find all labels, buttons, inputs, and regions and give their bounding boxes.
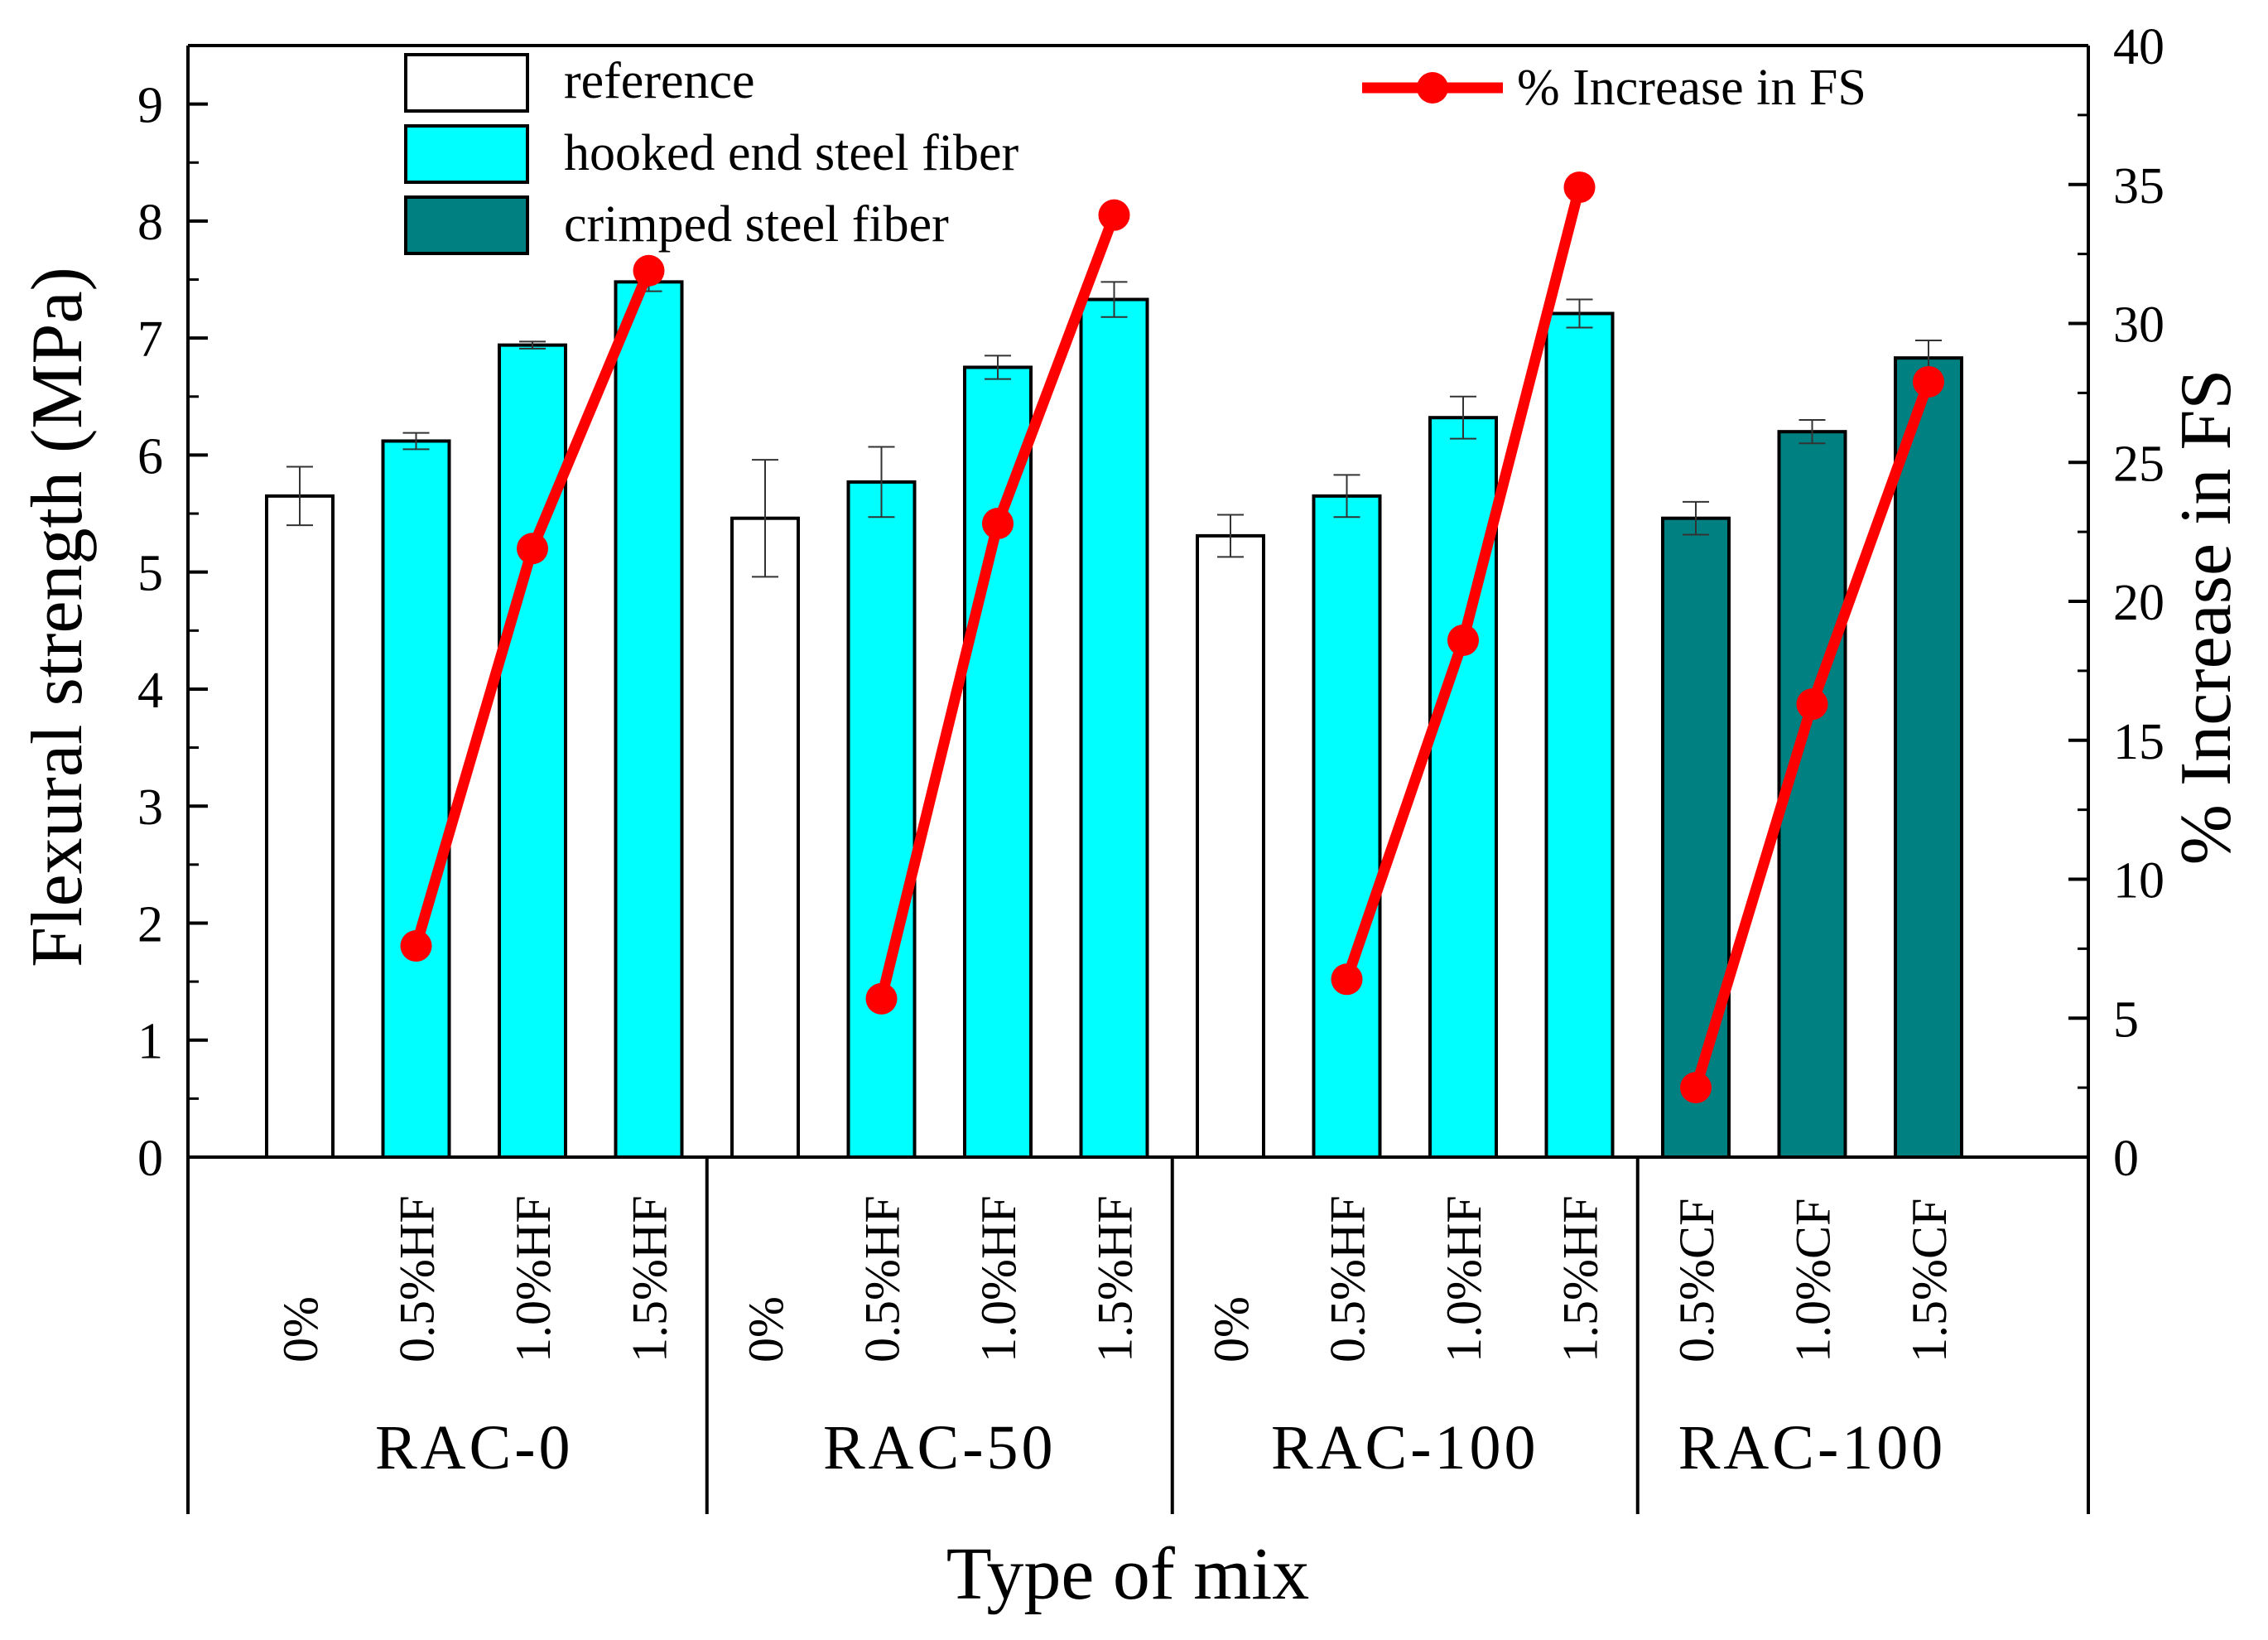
plot-area <box>265 171 1963 1160</box>
bar <box>963 365 1033 1159</box>
bar <box>1544 311 1615 1160</box>
legend-crimped-label: crimped steel fiber <box>564 196 949 253</box>
legend-line-marker <box>1417 72 1448 104</box>
category-label: 1.0%HF <box>1437 1195 1491 1363</box>
bar <box>1661 516 1731 1159</box>
group-label: RAC-100 <box>1271 1413 1539 1483</box>
y-right-tick-label: 10 <box>2113 853 2164 909</box>
category-label: 1.5%HF <box>1553 1195 1608 1363</box>
increase-point <box>1563 171 1596 204</box>
increase-point <box>1680 1072 1712 1104</box>
increase-point <box>982 508 1014 540</box>
increase-point <box>1331 963 1363 996</box>
bar <box>1079 297 1149 1160</box>
bar <box>381 439 451 1159</box>
y-right-tick-label: 20 <box>2113 575 2164 631</box>
y-left-tick-label: 4 <box>137 663 163 719</box>
category-label: 0.5%HF <box>855 1195 910 1363</box>
y-right-tick-label: 40 <box>2113 19 2164 75</box>
y-right-axis-title: % Increase in FS <box>2166 369 2246 866</box>
group-label: RAC-0 <box>375 1413 574 1483</box>
category-label: 1.5%HF <box>1088 1195 1143 1363</box>
legend-reference-label: reference <box>564 53 755 109</box>
category-label: 0.5%CF <box>1669 1199 1724 1363</box>
legend-crimped-swatch <box>404 195 529 255</box>
legend-hooked-swatch <box>404 124 529 184</box>
axis-titles: Type of mix Flexural strength (MPa) % In… <box>17 267 2246 1615</box>
y-left-axis-title: Flexural strength (MPa) <box>17 267 98 967</box>
increase-point <box>1098 199 1130 231</box>
y-left-tick-label: 0 <box>137 1131 163 1187</box>
bar <box>614 280 684 1160</box>
bar <box>1894 356 1963 1160</box>
axes: 0 1 2 3 4 5 6 7 8 9 0 5 10 15 20 25 30 35 40 0% 0.5%HF 1.0%HF… <box>137 19 2164 1514</box>
category-label: 1.5%HF <box>623 1195 677 1363</box>
y-left-tick-label: 7 <box>137 311 163 368</box>
legend-hooked-label: hooked end steel fiber <box>564 125 1019 181</box>
y-left-tick-label: 5 <box>137 546 163 602</box>
legend-line-label: % Increase in FS <box>1517 60 1866 116</box>
bar <box>498 343 567 1160</box>
increase-point <box>1796 688 1828 721</box>
y-left-tick-label: 8 <box>137 195 163 251</box>
category-label: 0.5%HF <box>390 1195 445 1363</box>
category-label: 0.5%HF <box>1321 1195 1375 1363</box>
increase-point <box>400 930 432 962</box>
y-left-tick-label: 2 <box>137 896 163 953</box>
bar <box>846 480 917 1159</box>
bar <box>1312 494 1382 1159</box>
legend: reference hooked end steel fiber crimped… <box>404 53 1866 255</box>
y-right-tick-label: 30 <box>2113 297 2164 354</box>
bar <box>265 494 335 1159</box>
increase-point <box>865 982 898 1015</box>
category-label: 0% <box>739 1296 793 1363</box>
y-right-tick-label: 0 <box>2113 1131 2139 1187</box>
y-left-tick-label: 9 <box>137 78 163 134</box>
x-axis-title: Type of mix <box>946 1533 1310 1615</box>
category-label: 0% <box>273 1296 328 1363</box>
category-label: 1.0%HF <box>971 1195 1026 1363</box>
increase-point <box>1913 365 1944 398</box>
y-left-tick-label: 1 <box>137 1014 163 1070</box>
y-left-tick-label: 6 <box>137 428 163 485</box>
y-right-tick-label: 25 <box>2113 436 2164 492</box>
category-label: 1.5%CF <box>1902 1199 1957 1363</box>
bar <box>1196 533 1265 1159</box>
group-label: RAC-50 <box>823 1413 1057 1483</box>
category-label: 1.0%HF <box>506 1195 561 1363</box>
increase-point <box>517 533 548 565</box>
y-right-tick-label: 15 <box>2113 714 2164 770</box>
bar <box>730 516 800 1159</box>
group-label: RAC-100 <box>1678 1413 1947 1483</box>
y-right-tick-label: 35 <box>2113 158 2164 215</box>
increase-point <box>1447 624 1479 656</box>
legend-reference-swatch <box>404 53 529 113</box>
y-left-tick-label: 3 <box>137 779 163 836</box>
category-label: 1.0%CF <box>1786 1199 1841 1363</box>
category-label: 0% <box>1204 1296 1259 1363</box>
increase-point <box>633 254 665 287</box>
y-right-tick-label: 5 <box>2113 991 2139 1048</box>
